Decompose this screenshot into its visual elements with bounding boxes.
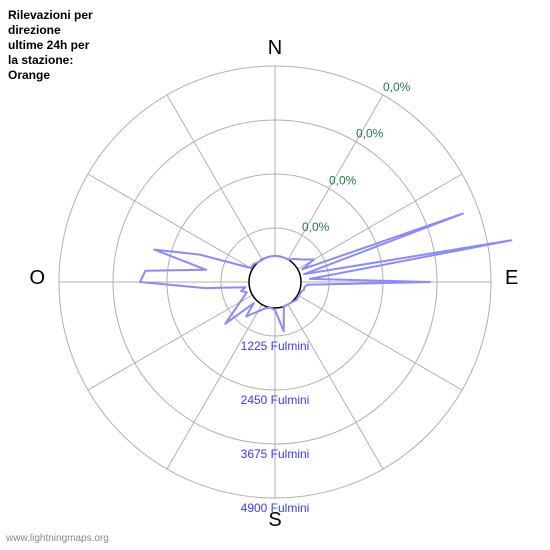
pct-label: 0,0% <box>356 127 384 141</box>
compass-label-n: N <box>268 37 282 59</box>
polar-chart: NESO0,0%0,0%0,0%0,0%1225 Fulmini2450 Ful… <box>0 0 550 550</box>
compass-label-e: E <box>505 267 518 289</box>
center-hole <box>249 256 301 308</box>
ring-strike-label: 4900 Fulmini <box>241 501 310 515</box>
ring-strike-label: 1225 Fulmini <box>241 339 310 353</box>
pct-label: 0,0% <box>302 220 330 234</box>
pct-label: 0,0% <box>383 80 411 94</box>
ring-strike-label: 3675 Fulmini <box>241 447 310 461</box>
pct-label: 0,0% <box>329 173 357 187</box>
ring-strike-label: 2450 Fulmini <box>241 393 310 407</box>
compass-label-w: O <box>29 267 45 289</box>
